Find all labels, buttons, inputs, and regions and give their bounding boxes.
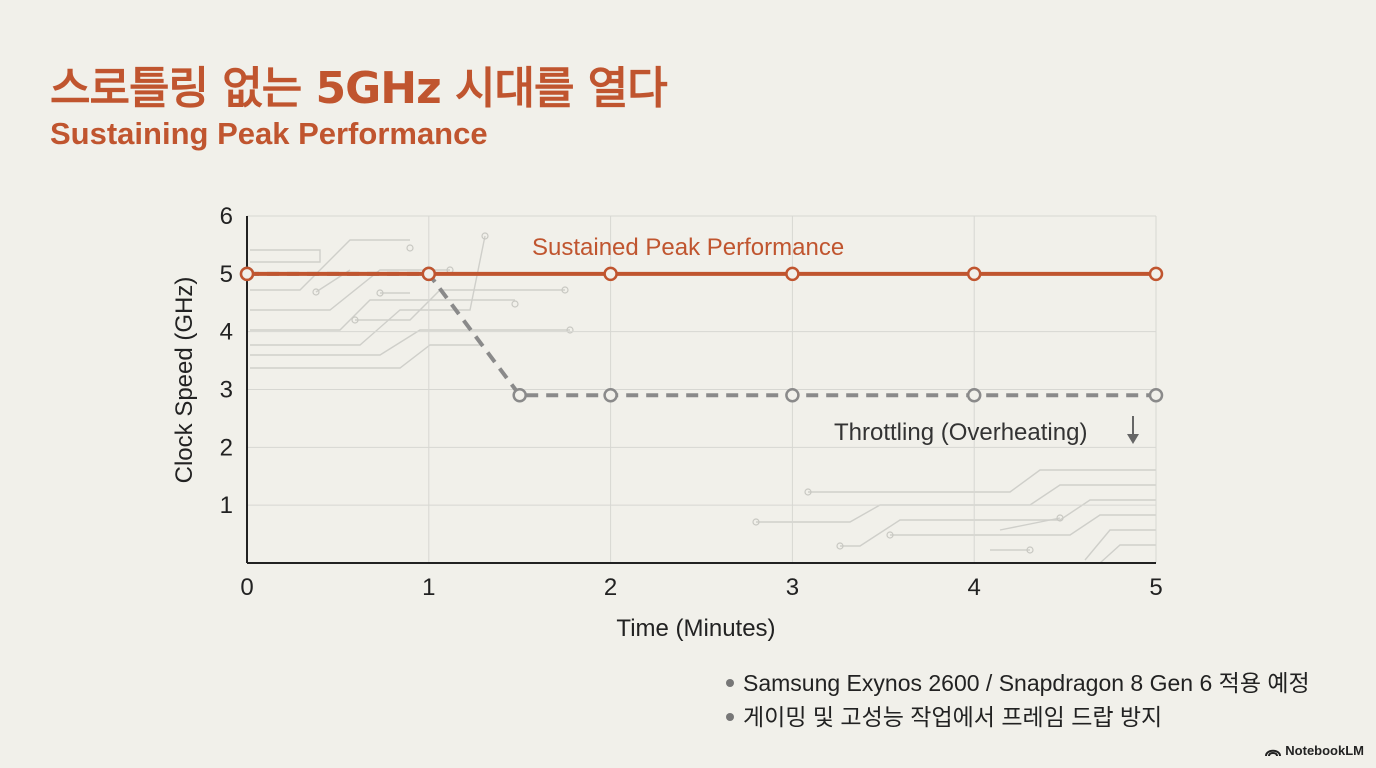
circuit-node xyxy=(752,518,760,526)
sustained-data-point xyxy=(966,266,982,282)
circuit-trace xyxy=(1084,529,1156,561)
circuit-node xyxy=(836,542,844,550)
sustained-data-point xyxy=(785,266,800,282)
x-tick-label: 2 xyxy=(604,574,617,601)
x-tick-label: 0 xyxy=(240,574,253,601)
x-tick-label: 1 xyxy=(422,574,435,601)
throttling-data-point xyxy=(603,388,618,403)
y-tick-label: 2 xyxy=(220,434,233,461)
notebooklm-logo-icon xyxy=(1265,749,1282,756)
throttling-data-point xyxy=(512,388,527,403)
circuit-node xyxy=(376,289,384,297)
circuit-trace xyxy=(840,499,1156,547)
throttling-series-label: Throttling (Overheating) xyxy=(834,419,1087,446)
throttling-data-point xyxy=(1148,388,1164,403)
brand-mark: NotebookLM xyxy=(1265,743,1364,758)
circuit-trace xyxy=(355,289,565,321)
circuit-trace xyxy=(756,484,1156,523)
note-item: 게이밍 및 고성능 작업에서 프레임 드랍 방지 xyxy=(726,700,1310,734)
x-tick-label: 3 xyxy=(786,574,799,601)
circuit-node xyxy=(561,286,569,294)
circuit-trace xyxy=(808,469,1156,493)
note-item: Samsung Exynos 2600 / Snapdragon 8 Gen 6… xyxy=(726,666,1310,700)
circuit-trace xyxy=(1099,544,1156,564)
circuit-node xyxy=(406,244,414,252)
circuit-node xyxy=(312,288,320,296)
y-axis-label: Clock Speed (GHz) xyxy=(171,277,198,484)
circuit-node xyxy=(511,300,519,308)
circuit-trace xyxy=(250,249,321,263)
circuit-trace xyxy=(250,239,410,291)
circuit-decoration xyxy=(250,232,1156,564)
x-tick-label: 4 xyxy=(968,574,981,601)
note-list: Samsung Exynos 2600 / Snapdragon 8 Gen 6… xyxy=(726,666,1310,734)
circuit-trace xyxy=(999,517,1061,531)
y-tick-label: 4 xyxy=(220,319,233,346)
throttling-data-point xyxy=(966,388,982,403)
circuit-trace xyxy=(250,299,515,331)
sustained-data-point xyxy=(239,266,255,282)
circuit-node xyxy=(804,488,812,496)
x-tick-label: 5 xyxy=(1149,574,1162,601)
y-tick-label: 5 xyxy=(220,261,233,288)
sustained-data-point xyxy=(421,266,437,282)
circuit-node xyxy=(566,326,574,334)
circuit-node xyxy=(1056,514,1064,522)
chart-series xyxy=(239,266,1164,403)
circuit-trace xyxy=(250,235,486,346)
slide-subtitle: Sustaining Peak Performance xyxy=(50,116,488,151)
down-arrow-icon xyxy=(1127,416,1139,444)
circuit-node xyxy=(1026,546,1034,554)
sustained-data-point xyxy=(1148,266,1164,282)
y-tick-label: 1 xyxy=(220,492,233,519)
brand-name: NotebookLM xyxy=(1285,743,1364,758)
slide-title: 스로틀링 없는 5GHz 시대를 열다 xyxy=(50,63,668,114)
circuit-node xyxy=(886,531,894,539)
circuit-node xyxy=(481,232,489,240)
circuit-trace xyxy=(250,344,480,369)
circuit-node xyxy=(351,316,359,324)
sustained-series-label: Sustained Peak Performance xyxy=(532,234,844,261)
chart-ticks: 0 1 2 3 4 5 1 2 3 4 5 6 xyxy=(220,203,1163,601)
sustained-data-point xyxy=(603,266,618,282)
circuit-trace xyxy=(890,514,1156,536)
circuit-trace xyxy=(250,329,570,356)
chart-grid xyxy=(246,215,1157,563)
y-tick-label: 6 xyxy=(220,203,233,230)
x-axis-label: Time (Minutes) xyxy=(616,615,775,642)
circuit-trace xyxy=(250,269,450,311)
throttling-data-point xyxy=(785,388,800,403)
y-tick-label: 3 xyxy=(220,377,233,404)
